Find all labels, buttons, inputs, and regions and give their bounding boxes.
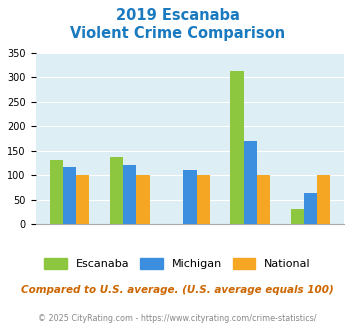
Bar bbox=[136, 175, 149, 224]
Bar bbox=[304, 192, 317, 224]
Bar bbox=[317, 175, 330, 224]
Text: Compared to U.S. average. (U.S. average equals 100): Compared to U.S. average. (U.S. average … bbox=[21, 285, 334, 295]
Bar bbox=[76, 175, 89, 224]
Bar bbox=[230, 71, 244, 224]
Legend: Escanaba, Michigan, National: Escanaba, Michigan, National bbox=[44, 258, 311, 270]
Bar bbox=[257, 175, 270, 224]
Text: 2019 Escanaba: 2019 Escanaba bbox=[116, 8, 239, 23]
Bar bbox=[63, 167, 76, 224]
Text: © 2025 CityRating.com - https://www.cityrating.com/crime-statistics/: © 2025 CityRating.com - https://www.city… bbox=[38, 314, 317, 323]
Bar bbox=[197, 175, 210, 224]
Text: Violent Crime Comparison: Violent Crime Comparison bbox=[70, 26, 285, 41]
Bar bbox=[183, 171, 197, 224]
Bar bbox=[110, 157, 123, 224]
Bar bbox=[290, 209, 304, 224]
Bar bbox=[50, 160, 63, 224]
Bar bbox=[244, 141, 257, 224]
Bar bbox=[123, 165, 136, 224]
